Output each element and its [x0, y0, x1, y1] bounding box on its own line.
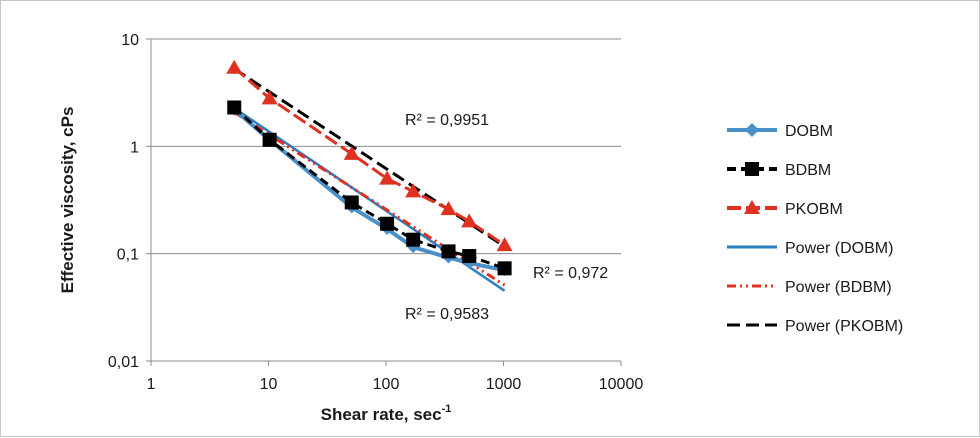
- x-axis-title-main: Shear rate, sec: [321, 405, 442, 424]
- legend-label-bdbm: BDBM: [785, 162, 831, 179]
- x-tick-label: 100: [373, 376, 400, 393]
- x-tick-label: 10000: [599, 376, 644, 393]
- data-point-pkobm: [226, 59, 243, 74]
- legend-marker-pkobm: [744, 200, 760, 214]
- r2-annotation-bdbm: R² = 0,972: [533, 265, 608, 282]
- data-point-pkobm: [461, 213, 478, 228]
- legend-label-power-pkobm: Power (PKOBM): [785, 318, 903, 335]
- data-point-pkobm: [379, 170, 396, 185]
- y-tick-label: 0,01: [108, 354, 139, 371]
- legend-marker-dobm: [745, 123, 759, 137]
- data-point-pkobm: [496, 237, 513, 252]
- legend-label-pkobm: PKOBM: [785, 201, 843, 218]
- x-axis-title: Shear rate, sec-1: [321, 403, 452, 424]
- data-point-bdbm: [441, 244, 456, 259]
- grid-lines: [151, 38, 621, 362]
- data-point-pkobm: [440, 201, 457, 216]
- data-point-bdbm: [262, 132, 277, 147]
- y-tick-label: 0,1: [117, 247, 139, 264]
- data-point-pkobm: [405, 183, 422, 198]
- r2-annotation-pkobm: R² = 0,9951: [405, 112, 489, 129]
- legend: DOBM BDBM PKOBM Power (DOBM) Power (BDBM) Pow…: [727, 123, 903, 335]
- x-tick-label: 1: [147, 376, 156, 393]
- data-point-bdbm: [380, 216, 395, 231]
- data-point-pkobm: [261, 90, 278, 105]
- y-axis-title: Effective viscosity, cPs: [58, 107, 77, 294]
- legend-label-dobm: DOBM: [785, 123, 833, 140]
- data-point-bdbm: [497, 261, 512, 276]
- legend-marker-bdbm: [745, 162, 759, 176]
- series-line-bdbm: [233, 106, 506, 270]
- data-point-pkobm: [343, 145, 360, 160]
- data-point-bdbm: [406, 232, 421, 247]
- legend-label-power-bdbm: Power (BDBM): [785, 279, 892, 296]
- trendline-power-bdbm: [233, 111, 506, 287]
- y-tick-label: 1: [130, 139, 139, 156]
- axes: [146, 38, 622, 366]
- data-point-bdbm: [344, 195, 359, 210]
- data-point-bdbm: [227, 100, 242, 115]
- data-series: [226, 59, 513, 277]
- data-point-bdbm: [462, 249, 477, 264]
- x-axis-title-superscript: -1: [442, 403, 452, 415]
- x-tick-label: 10: [260, 376, 278, 393]
- series-line-pkobm: [233, 66, 506, 247]
- x-tick-label: 1000: [486, 376, 522, 393]
- y-tick-label: 10: [121, 32, 139, 49]
- legend-label-power-dobm: Power (DOBM): [785, 240, 893, 257]
- tick-labels: 1 10 100 1000 10000 10 1 0,1 0,01: [108, 32, 643, 393]
- r2-annotation-dobm: R² = 0,9583: [405, 306, 489, 323]
